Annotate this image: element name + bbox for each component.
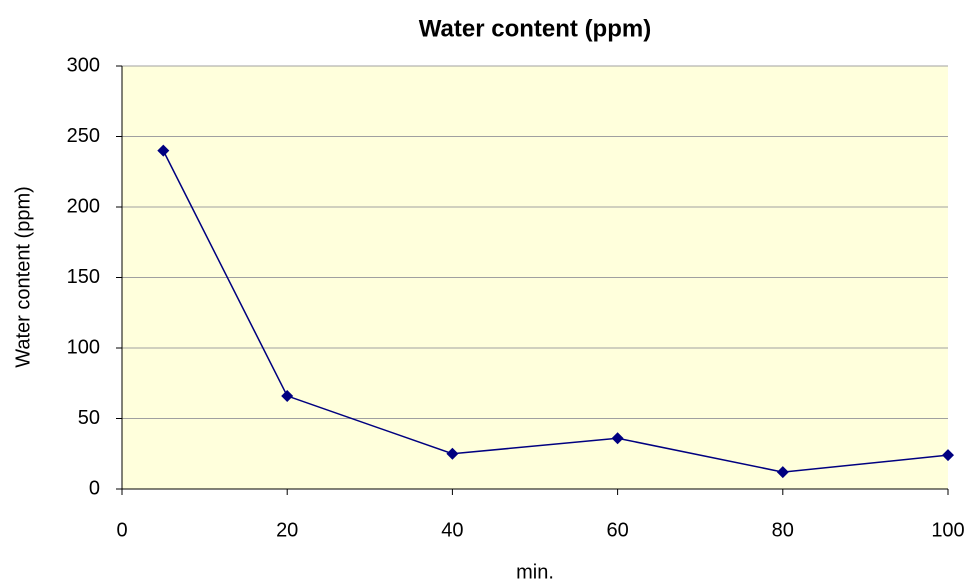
y-tick-label: 200 — [67, 195, 100, 217]
data-point — [611, 432, 624, 445]
y-axis-label: Water content (ppm) — [12, 186, 34, 368]
data-point — [942, 449, 954, 462]
x-tick-label: 100 — [931, 519, 964, 541]
y-tick-label: 300 — [67, 54, 100, 76]
y-tick-label: 100 — [67, 336, 100, 358]
data-point — [281, 389, 294, 402]
x-tick-label: 40 — [441, 519, 463, 541]
x-axis-label: min. — [516, 561, 554, 583]
x-tick-label: 80 — [772, 519, 794, 541]
data-point — [157, 144, 170, 157]
data-line — [162, 150, 949, 473]
y-tick-label: 150 — [67, 266, 100, 288]
chart-title: Water content (ppm) — [419, 15, 651, 42]
x-tick-label: 20 — [276, 519, 298, 541]
data-point — [446, 447, 459, 460]
y-tick-label: 0 — [89, 477, 100, 499]
y-tick-label: 250 — [67, 125, 100, 147]
data-point — [776, 466, 789, 479]
x-tick-label: 60 — [606, 519, 628, 541]
y-tick-label: 50 — [78, 407, 100, 429]
x-tick-label: 0 — [116, 519, 127, 541]
